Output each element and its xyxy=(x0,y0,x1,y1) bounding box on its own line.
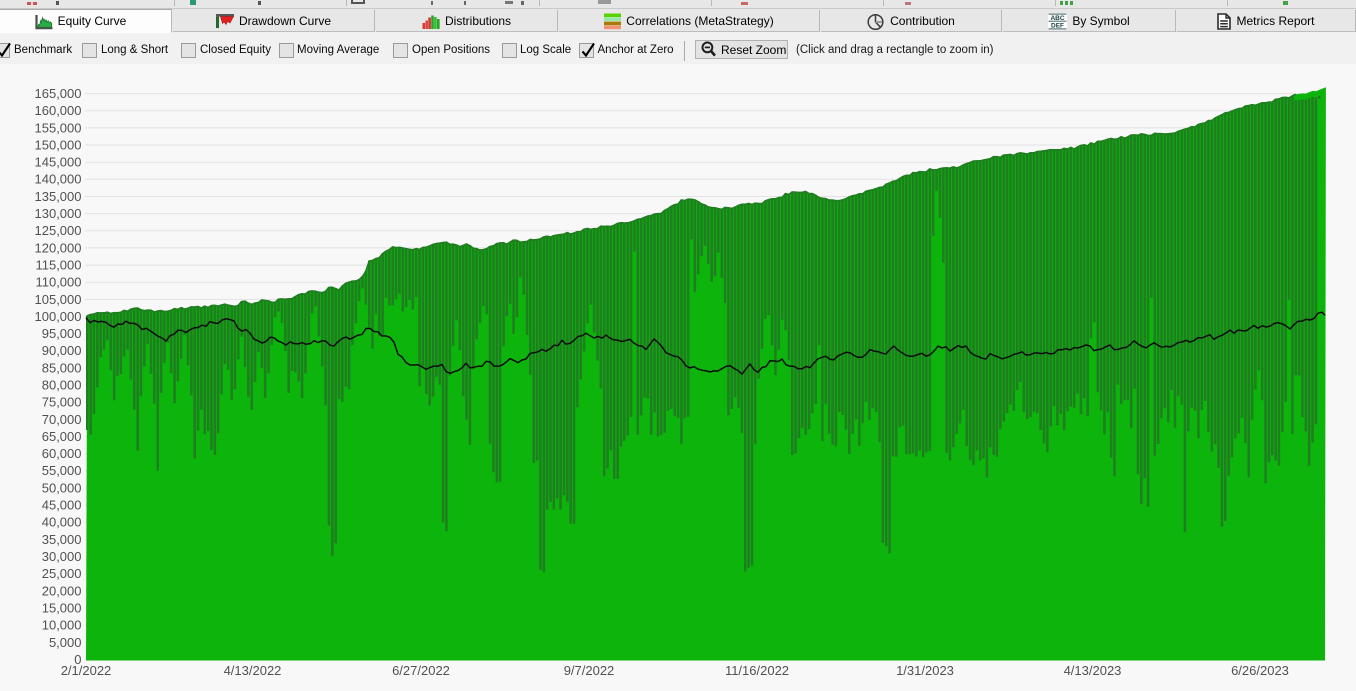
svg-text:110,000: 110,000 xyxy=(35,275,81,290)
svg-text:165,000: 165,000 xyxy=(35,86,82,101)
svg-text:155,000: 155,000 xyxy=(35,120,82,135)
svg-text:160,000: 160,000 xyxy=(35,103,82,118)
svg-text:0: 0 xyxy=(74,652,81,667)
svg-text:115,000: 115,000 xyxy=(35,257,81,272)
svg-text:9/7/2022: 9/7/2022 xyxy=(564,663,615,678)
svg-text:140,000: 140,000 xyxy=(35,172,82,187)
svg-text:95,000: 95,000 xyxy=(42,326,82,341)
svg-text:6/26/2023: 6/26/2023 xyxy=(1231,663,1289,678)
svg-text:65,000: 65,000 xyxy=(42,429,82,444)
svg-text:15,000: 15,000 xyxy=(42,600,82,615)
svg-text:145,000: 145,000 xyxy=(35,155,82,170)
svg-text:50,000: 50,000 xyxy=(42,480,82,495)
svg-text:130,000: 130,000 xyxy=(35,206,82,221)
svg-text:105,000: 105,000 xyxy=(35,292,82,307)
svg-text:125,000: 125,000 xyxy=(35,223,82,238)
svg-text:70,000: 70,000 xyxy=(42,412,82,427)
svg-text:85,000: 85,000 xyxy=(42,360,82,375)
svg-text:150,000: 150,000 xyxy=(35,137,82,152)
svg-text:4/13/2023: 4/13/2023 xyxy=(1064,663,1122,678)
svg-text:20,000: 20,000 xyxy=(42,583,82,598)
svg-text:10,000: 10,000 xyxy=(42,618,82,633)
svg-text:30,000: 30,000 xyxy=(42,549,82,564)
svg-text:11/16/2022: 11/16/2022 xyxy=(725,663,789,678)
svg-text:120,000: 120,000 xyxy=(35,240,82,255)
svg-text:6/27/2022: 6/27/2022 xyxy=(392,663,450,678)
svg-text:55,000: 55,000 xyxy=(42,463,82,478)
svg-text:80,000: 80,000 xyxy=(42,378,82,393)
svg-text:25,000: 25,000 xyxy=(42,566,82,581)
svg-text:2/1/2022: 2/1/2022 xyxy=(61,663,112,678)
svg-text:100,000: 100,000 xyxy=(35,309,82,324)
svg-text:75,000: 75,000 xyxy=(42,395,82,410)
svg-text:45,000: 45,000 xyxy=(42,498,82,513)
svg-text:60,000: 60,000 xyxy=(42,446,82,461)
svg-text:DEF: DEF xyxy=(1051,23,1064,30)
svg-text:5,000: 5,000 xyxy=(49,635,82,650)
svg-text:1/31/2023: 1/31/2023 xyxy=(896,663,954,678)
svg-text:90,000: 90,000 xyxy=(42,343,82,358)
svg-text:4/13/2022: 4/13/2022 xyxy=(224,663,282,678)
svg-text:135,000: 135,000 xyxy=(35,189,82,204)
svg-text:40,000: 40,000 xyxy=(42,515,82,530)
svg-text:ABC: ABC xyxy=(1051,15,1065,22)
svg-text:35,000: 35,000 xyxy=(42,532,82,547)
